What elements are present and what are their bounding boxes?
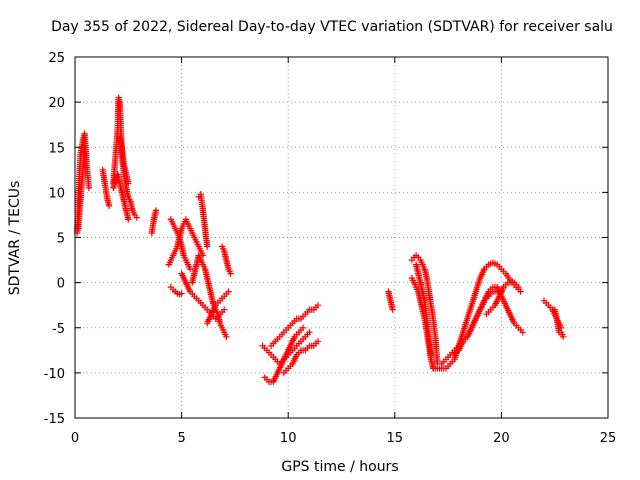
data-point xyxy=(389,306,396,313)
y-tick-label: 25 xyxy=(48,51,65,66)
data-point xyxy=(427,351,435,358)
data-point xyxy=(125,180,132,187)
data-point xyxy=(152,207,160,214)
data-point xyxy=(125,216,132,223)
x-tick-label: 0 xyxy=(71,431,79,446)
data-points xyxy=(73,94,567,386)
data-point xyxy=(85,184,93,192)
y-tick-label: 15 xyxy=(48,141,65,156)
data-point xyxy=(306,329,313,336)
axis-ticks: 0 5 10 15 20 25 -15 -10 -5 0 5 10 15 20 25 xyxy=(44,51,617,446)
x-tick-label: 5 xyxy=(177,431,185,446)
data-point xyxy=(517,288,524,295)
data-point xyxy=(314,338,322,345)
data-point xyxy=(221,306,228,313)
x-tick-label: 25 xyxy=(600,431,617,446)
data-point xyxy=(204,243,211,250)
y-tick-label: -5 xyxy=(52,322,65,337)
x-axis-title: GPS time / hours xyxy=(281,459,398,475)
chart-title: Day 355 of 2022, Sidereal Day-to-day VTE… xyxy=(51,19,613,35)
data-point xyxy=(299,324,307,331)
plot-frame xyxy=(74,56,609,419)
x-tick-label: 20 xyxy=(493,431,510,446)
data-point xyxy=(105,202,113,210)
y-tick-label: 5 xyxy=(57,232,65,247)
x-tick-label: 10 xyxy=(280,431,297,446)
data-point xyxy=(225,288,232,295)
data-point xyxy=(223,333,230,340)
y-tick-label: 0 xyxy=(57,277,65,292)
data-point xyxy=(186,265,194,273)
y-tick-label: 20 xyxy=(48,96,65,111)
y-tick-label: -10 xyxy=(44,367,65,382)
data-point xyxy=(133,214,140,221)
data-point xyxy=(227,270,234,277)
data-point xyxy=(519,329,526,336)
data-point xyxy=(560,333,567,340)
data-point xyxy=(178,290,185,297)
data-point xyxy=(81,148,88,155)
y-tick-label: 10 xyxy=(48,186,65,201)
y-axis-title: SDTVAR / TECUs xyxy=(7,181,23,296)
y-tick-label: -15 xyxy=(44,412,65,427)
data-point xyxy=(314,302,322,309)
x-tick-label: 15 xyxy=(387,431,404,446)
